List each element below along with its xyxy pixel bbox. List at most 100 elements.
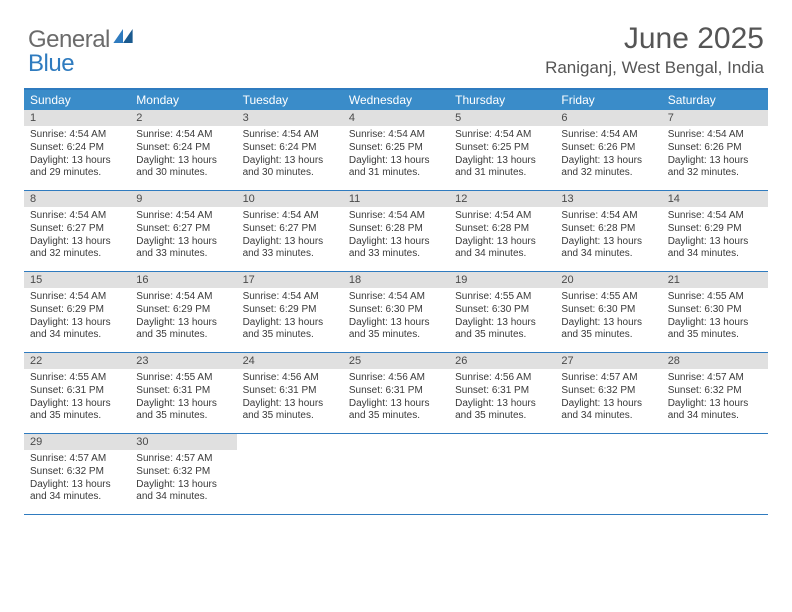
daylight-text-line2: and 34 minutes. <box>136 491 232 504</box>
daylight-text-line1: Daylight: 13 hours <box>349 398 445 411</box>
sunset-text: Sunset: 6:26 PM <box>668 142 764 155</box>
day-details: Sunrise: 4:56 AMSunset: 6:31 PMDaylight:… <box>449 369 555 425</box>
sunrise-text: Sunrise: 4:57 AM <box>561 372 657 385</box>
sunrise-text: Sunrise: 4:56 AM <box>349 372 445 385</box>
day-number: 21 <box>662 272 768 288</box>
daylight-text-line2: and 31 minutes. <box>349 167 445 180</box>
brand-logo: GeneralBlue <box>28 22 133 78</box>
day-cell: 9Sunrise: 4:54 AMSunset: 6:27 PMDaylight… <box>130 191 236 271</box>
brand-part2: Blue <box>28 50 74 78</box>
day-details: Sunrise: 4:54 AMSunset: 6:27 PMDaylight:… <box>237 207 343 263</box>
day-cell: 10Sunrise: 4:54 AMSunset: 6:27 PMDayligh… <box>237 191 343 271</box>
weeks-container: 1Sunrise: 4:54 AMSunset: 6:24 PMDaylight… <box>24 110 768 515</box>
daylight-text-line2: and 34 minutes. <box>30 329 126 342</box>
week-row: 15Sunrise: 4:54 AMSunset: 6:29 PMDayligh… <box>24 272 768 353</box>
daylight-text-line2: and 32 minutes. <box>561 167 657 180</box>
daylight-text-line1: Daylight: 13 hours <box>668 398 764 411</box>
weekday-header: Saturday <box>662 90 768 110</box>
daylight-text-line1: Daylight: 13 hours <box>243 398 339 411</box>
day-details: Sunrise: 4:54 AMSunset: 6:24 PMDaylight:… <box>237 126 343 182</box>
day-number: 15 <box>24 272 130 288</box>
day-details: Sunrise: 4:57 AMSunset: 6:32 PMDaylight:… <box>662 369 768 425</box>
sunrise-text: Sunrise: 4:54 AM <box>30 129 126 142</box>
day-cell: 12Sunrise: 4:54 AMSunset: 6:28 PMDayligh… <box>449 191 555 271</box>
daylight-text-line1: Daylight: 13 hours <box>349 317 445 330</box>
day-number: 19 <box>449 272 555 288</box>
day-details: Sunrise: 4:54 AMSunset: 6:24 PMDaylight:… <box>24 126 130 182</box>
daylight-text-line2: and 35 minutes. <box>455 329 551 342</box>
sunset-text: Sunset: 6:24 PM <box>30 142 126 155</box>
sunset-text: Sunset: 6:32 PM <box>136 466 232 479</box>
sunrise-text: Sunrise: 4:54 AM <box>243 129 339 142</box>
week-row: 29 Sunrise: 4:57 AM Sunset: 6:32 PM Dayligh… <box>24 434 768 515</box>
sunrise-text: Sunrise: 4:54 AM <box>349 129 445 142</box>
sunset-text: Sunset: 6:26 PM <box>561 142 657 155</box>
day-cell: 27Sunrise: 4:57 AMSunset: 6:32 PMDayligh… <box>555 353 661 433</box>
sunset-text: Sunset: 6:25 PM <box>349 142 445 155</box>
sunrise-text: Sunrise: 4:54 AM <box>243 291 339 304</box>
day-number: 27 <box>555 353 661 369</box>
day-cell: 15Sunrise: 4:54 AMSunset: 6:29 PMDayligh… <box>24 272 130 352</box>
daylight-text-line2: and 35 minutes. <box>455 410 551 423</box>
daylight-text-line1: Daylight: 13 hours <box>136 398 232 411</box>
title-block: June 2025 Raniganj, West Bengal, India <box>545 22 764 78</box>
sunrise-text: Sunrise: 4:54 AM <box>243 210 339 223</box>
daylight-text-line1: Daylight: 13 hours <box>561 398 657 411</box>
day-details: Sunrise: 4:54 AMSunset: 6:27 PMDaylight:… <box>24 207 130 263</box>
day-cell: 1Sunrise: 4:54 AMSunset: 6:24 PMDaylight… <box>24 110 130 190</box>
daylight-text-line2: and 32 minutes. <box>668 167 764 180</box>
weekday-header: Wednesday <box>343 90 449 110</box>
sunrise-text: Sunrise: 4:57 AM <box>30 453 126 466</box>
daylight-text-line2: and 35 minutes. <box>243 329 339 342</box>
sunrise-text: Sunrise: 4:54 AM <box>349 291 445 304</box>
day-number: 13 <box>555 191 661 207</box>
day-cell: 29Sunrise: 4:57 AMSunset: 6:32 PMDayligh… <box>24 434 130 514</box>
sunrise-text: Sunrise: 4:54 AM <box>136 210 232 223</box>
sunrise-text: Sunrise: 4:54 AM <box>561 210 657 223</box>
title-location: Raniganj, West Bengal, India <box>545 58 764 78</box>
sunset-text: Sunset: 6:28 PM <box>561 223 657 236</box>
sunrise-text: Sunrise: 4:55 AM <box>30 372 126 385</box>
day-cell: 6Sunrise: 4:54 AMSunset: 6:26 PMDaylight… <box>555 110 661 190</box>
day-cell: 30Sunrise: 4:57 AMSunset: 6:32 PMDayligh… <box>130 434 236 514</box>
sunset-text: Sunset: 6:31 PM <box>136 385 232 398</box>
sunrise-text: Sunrise: 4:54 AM <box>136 129 232 142</box>
weekday-header-row: Sunday Monday Tuesday Wednesday Thursday… <box>24 90 768 110</box>
daylight-text-line2: and 35 minutes. <box>349 410 445 423</box>
daylight-text-line1: Daylight: 13 hours <box>455 236 551 249</box>
day-number: 20 <box>555 272 661 288</box>
sunset-text: Sunset: 6:27 PM <box>136 223 232 236</box>
sunrise-text: Sunrise: 4:54 AM <box>136 291 232 304</box>
day-details: Sunrise: 4:57 AMSunset: 6:32 PMDaylight:… <box>555 369 661 425</box>
sunrise-text: Sunrise: 4:54 AM <box>30 210 126 223</box>
day-details: Sunrise: 4:54 AMSunset: 6:28 PMDaylight:… <box>449 207 555 263</box>
sunrise-text: Sunrise: 4:55 AM <box>136 372 232 385</box>
sunrise-text: Sunrise: 4:54 AM <box>561 129 657 142</box>
day-details: Sunrise: 4:54 AMSunset: 6:29 PMDaylight:… <box>130 288 236 344</box>
day-details: Sunrise: 4:54 AMSunset: 6:27 PMDaylight:… <box>130 207 236 263</box>
daylight-text-line1: Daylight: 13 hours <box>136 236 232 249</box>
weekday-header: Tuesday <box>237 90 343 110</box>
day-number: 25 <box>343 353 449 369</box>
day-cell: 18Sunrise: 4:54 AMSunset: 6:30 PMDayligh… <box>343 272 449 352</box>
sunset-text: Sunset: 6:27 PM <box>30 223 126 236</box>
sunset-text: Sunset: 6:28 PM <box>349 223 445 236</box>
sunrise-text: Sunrise: 4:54 AM <box>668 210 764 223</box>
daylight-text-line2: and 35 minutes. <box>561 329 657 342</box>
day-number: 22 <box>24 353 130 369</box>
day-cell: 28Sunrise: 4:57 AMSunset: 6:32 PMDayligh… <box>662 353 768 433</box>
day-cell: 5Sunrise: 4:54 AMSunset: 6:25 PMDaylight… <box>449 110 555 190</box>
day-details: Sunrise: 4:54 AMSunset: 6:30 PMDaylight:… <box>343 288 449 344</box>
sunset-text: Sunset: 6:30 PM <box>561 304 657 317</box>
day-cell: 3Sunrise: 4:54 AMSunset: 6:24 PMDaylight… <box>237 110 343 190</box>
day-details: Sunrise: 4:54 AMSunset: 6:26 PMDaylight:… <box>555 126 661 182</box>
day-cell: 2Sunrise: 4:54 AMSunset: 6:24 PMDaylight… <box>130 110 236 190</box>
day-details: Sunrise: 4:54 AMSunset: 6:28 PMDaylight:… <box>343 207 449 263</box>
day-number: 8 <box>24 191 130 207</box>
day-details: Sunrise: 4:54 AMSunset: 6:29 PMDaylight:… <box>24 288 130 344</box>
daylight-text-line1: Daylight: 13 hours <box>30 479 126 492</box>
sunset-text: Sunset: 6:28 PM <box>455 223 551 236</box>
daylight-text-line1: Daylight: 13 hours <box>455 398 551 411</box>
daylight-text-line2: and 34 minutes. <box>561 410 657 423</box>
day-number: 29 <box>24 434 130 450</box>
